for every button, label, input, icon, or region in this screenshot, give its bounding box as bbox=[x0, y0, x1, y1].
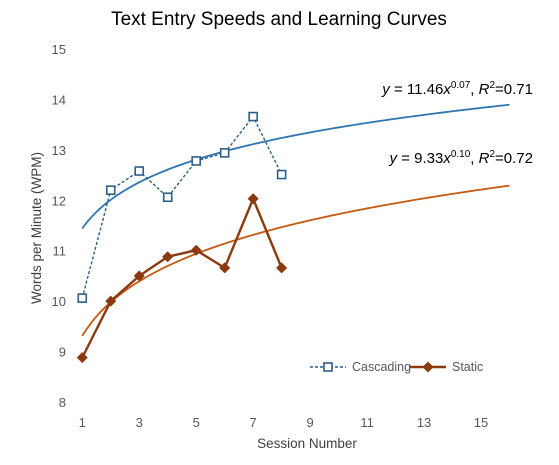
trendline-equation-static: y = 9.33x0.10, R2=0.72 bbox=[389, 149, 533, 167]
legend-label-cascading: Cascading bbox=[352, 360, 411, 374]
x-tick-label: 11 bbox=[360, 415, 374, 430]
y-tick-label: 14 bbox=[52, 92, 66, 107]
data-point-cascading bbox=[77, 293, 88, 303]
y-axis-label: Words per Minute (WPM) bbox=[29, 152, 44, 304]
y-tick-label: 9 bbox=[59, 345, 66, 360]
series-group bbox=[76, 111, 288, 364]
x-tick-label: 5 bbox=[193, 415, 200, 430]
data-point-static bbox=[76, 352, 88, 364]
x-tick-label: 13 bbox=[417, 415, 431, 430]
x-tick-label: 9 bbox=[307, 415, 314, 430]
y-tick-label: 15 bbox=[52, 42, 66, 57]
data-point-static bbox=[133, 270, 145, 282]
data-point-static bbox=[162, 251, 174, 263]
legend-marker-cascading bbox=[323, 362, 333, 372]
x-tick-label: 3 bbox=[136, 415, 143, 430]
trendline-equations: y = 11.46x0.07, R2=0.71 y = 9.33x0.10, R2… bbox=[381, 80, 533, 167]
y-tick-label: 13 bbox=[52, 143, 66, 158]
legend-marker-static bbox=[422, 361, 434, 373]
data-point-static bbox=[276, 262, 288, 274]
legend: Cascading Static bbox=[310, 360, 483, 374]
series-line-static bbox=[81, 195, 283, 359]
x-axis-label: Session Number bbox=[257, 436, 357, 451]
data-point-cascading bbox=[134, 166, 145, 176]
data-point-cascading bbox=[219, 148, 230, 158]
data-point-static bbox=[190, 244, 202, 256]
data-point-cascading bbox=[105, 185, 116, 195]
data-point-static bbox=[247, 193, 259, 205]
y-tick-label: 10 bbox=[52, 294, 66, 309]
y-tick-label: 12 bbox=[52, 193, 66, 208]
y-tick-label: 8 bbox=[59, 395, 66, 410]
trendline-equation-cascading: y = 11.46x0.07, R2=0.71 bbox=[381, 80, 533, 98]
trendline-static bbox=[81, 184, 510, 337]
data-point-cascading bbox=[276, 169, 287, 180]
x-tick-label: 15 bbox=[474, 415, 488, 430]
data-point-cascading bbox=[248, 111, 258, 122]
y-tick-label: 11 bbox=[53, 244, 67, 259]
chart-title: Text Entry Speeds and Learning Curves bbox=[111, 9, 447, 30]
data-point-cascading bbox=[162, 192, 173, 203]
trendlines bbox=[81, 103, 510, 337]
data-point-cascading bbox=[191, 156, 201, 166]
data-point-static bbox=[219, 262, 231, 274]
x-tick-label: 1 bbox=[79, 415, 86, 430]
x-tick-label: 7 bbox=[250, 415, 257, 430]
legend-label-static: Static bbox=[452, 360, 483, 374]
trendline-cascading bbox=[81, 103, 510, 230]
data-point-static bbox=[105, 295, 117, 307]
